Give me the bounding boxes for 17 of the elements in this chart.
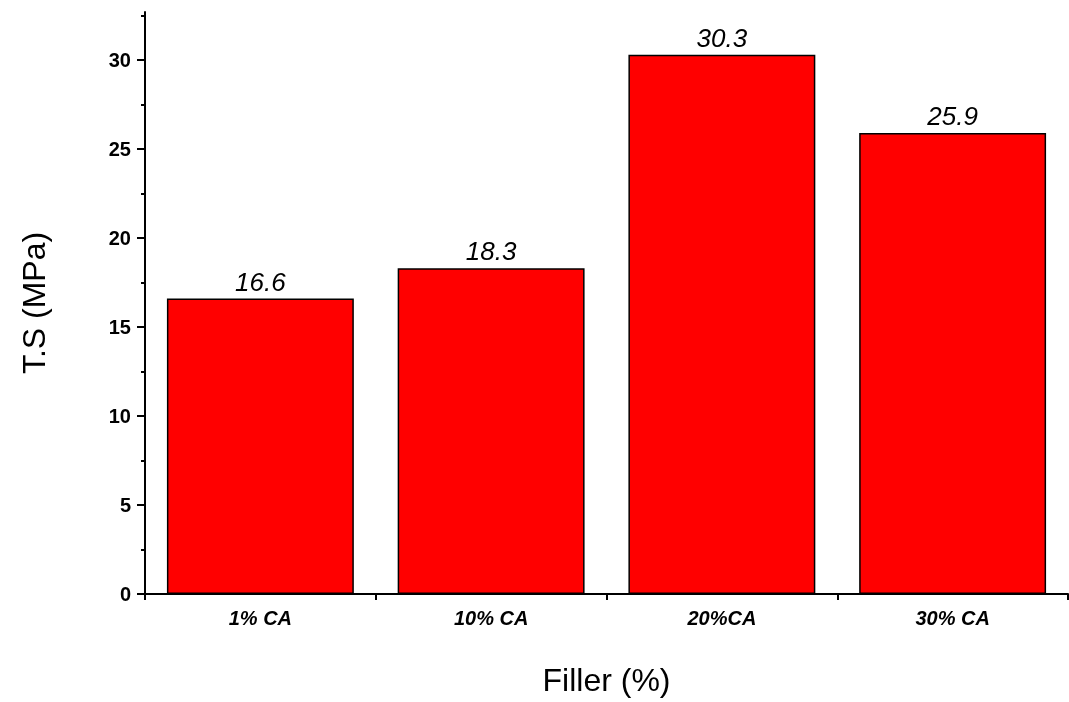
y-tick-label: 5 <box>119 494 131 517</box>
data-label: 25.9 <box>926 101 978 132</box>
x-tick-label: 20%CA <box>686 607 757 629</box>
y-tick-label: 25 <box>108 138 131 161</box>
y-tick-label: 30 <box>108 49 131 72</box>
y-tick-label: 20 <box>108 227 131 250</box>
x-axis-title: Filler (%) <box>542 662 671 698</box>
y-tick-label: 0 <box>119 583 131 605</box>
x-tick-label: 30% CA <box>915 607 990 629</box>
x-tick-label: 1% CA <box>228 607 293 629</box>
data-label: 18.3 <box>465 236 517 267</box>
data-label: 30.3 <box>696 22 748 53</box>
y-tick-label: 15 <box>108 316 131 339</box>
data-label: 16.6 <box>235 266 287 297</box>
y-tick-label: 10 <box>108 405 131 428</box>
y-axis-title: T.S (MPa) <box>16 231 52 375</box>
x-tick-label: 10% CA <box>453 607 529 629</box>
